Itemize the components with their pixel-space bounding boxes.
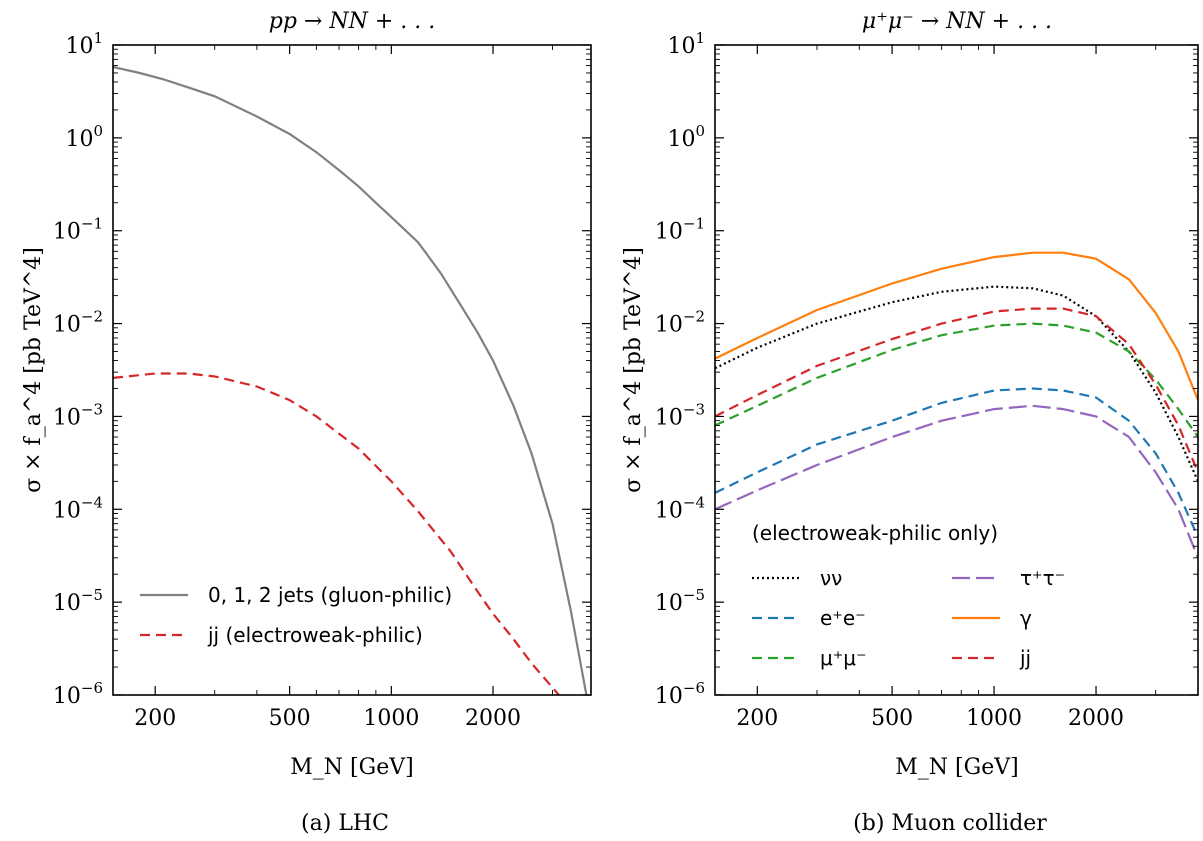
y-tick-label: 101 bbox=[667, 29, 705, 59]
x-tick-label: 500 bbox=[871, 706, 913, 731]
x-axis-title: M_N [GeV] bbox=[895, 755, 1018, 780]
y-tick-label: 10−2 bbox=[53, 308, 103, 338]
x-tick-label: 1000 bbox=[966, 706, 1022, 731]
legend-label: jj (electroweak-philic) bbox=[207, 623, 423, 647]
series-line-1 bbox=[715, 387, 1198, 538]
x-tick-label: 500 bbox=[269, 706, 311, 731]
y-axis-title: σ × f_a^4 [pb TeV^4] bbox=[621, 247, 646, 493]
y-tick-label: 10−4 bbox=[53, 493, 103, 523]
y-tick-label: 10−6 bbox=[655, 679, 705, 709]
legend-title: (electroweak-philic only) bbox=[752, 521, 998, 545]
legend-label: μ⁺μ⁻ bbox=[820, 646, 867, 670]
y-tick-label: 10−4 bbox=[655, 493, 705, 523]
y-tick-label: 101 bbox=[65, 29, 103, 59]
series-line-5 bbox=[715, 307, 1198, 473]
y-tick-label: 10−5 bbox=[655, 586, 705, 616]
legend-label: e⁺e⁻ bbox=[820, 606, 866, 630]
panel-title: μ⁺μ⁻ → NN + . . . bbox=[862, 9, 1052, 34]
series-line-1 bbox=[113, 372, 561, 695]
x-tick-label: 1000 bbox=[363, 706, 419, 731]
plot-frame bbox=[112, 44, 592, 696]
y-tick-label: 10−2 bbox=[655, 308, 705, 338]
plot-frame bbox=[714, 44, 1199, 696]
x-tick-label: 200 bbox=[134, 706, 176, 731]
y-tick-label: 100 bbox=[667, 122, 705, 152]
legend: 0, 1, 2 jets (gluon-philic) jj (electrowe… bbox=[140, 583, 452, 647]
legend-label: τ⁺τ⁻ bbox=[1020, 566, 1065, 590]
figure-caption: (a) LHC bbox=[301, 811, 389, 836]
panel-lhc: pp → NN + . . . 101 100 10−1 10−2 10−3 10−4 10… bbox=[21, 9, 592, 836]
series-line-0 bbox=[113, 65, 588, 695]
y-tick-label: 10−5 bbox=[53, 586, 103, 616]
x-axis-title: M_N [GeV] bbox=[290, 755, 413, 780]
y-tick-label: 10−3 bbox=[655, 400, 705, 430]
x-tick-label: 200 bbox=[736, 706, 778, 731]
y-tick-label: 10−1 bbox=[655, 215, 705, 245]
series-line-3 bbox=[715, 404, 1198, 559]
series-line-4 bbox=[715, 251, 1198, 401]
y-axis-title: σ × f_a^4 [pb TeV^4] bbox=[21, 247, 46, 493]
y-tick-label: 10−6 bbox=[53, 679, 103, 709]
panel-title: pp → NN + . . . bbox=[269, 9, 435, 34]
y-tick-label: 10−1 bbox=[53, 215, 103, 245]
series-line-0 bbox=[715, 285, 1198, 482]
legend-label: jj bbox=[1019, 646, 1031, 670]
x-tick-label: 2000 bbox=[465, 706, 521, 731]
legend-label: γ bbox=[1020, 606, 1032, 630]
legend-label: 0, 1, 2 jets (gluon-philic) bbox=[208, 583, 452, 607]
y-tick-label: 100 bbox=[65, 122, 103, 152]
legend-label: νν bbox=[820, 566, 842, 590]
panel-muon-collider: μ⁺μ⁻ → NN + . . . 101 100 10−1 10−2 10−3 10−4… bbox=[621, 9, 1199, 836]
x-tick-label: 2000 bbox=[1068, 706, 1124, 731]
y-tick-label: 10−3 bbox=[53, 400, 103, 430]
figure-caption: (b) Muon collider bbox=[853, 811, 1047, 836]
series-line-2 bbox=[715, 322, 1198, 438]
legend: (electroweak-philic only) νν e⁺e⁻ μ⁺μ⁻ τ⁺τ⁻ γ… bbox=[752, 521, 1065, 670]
